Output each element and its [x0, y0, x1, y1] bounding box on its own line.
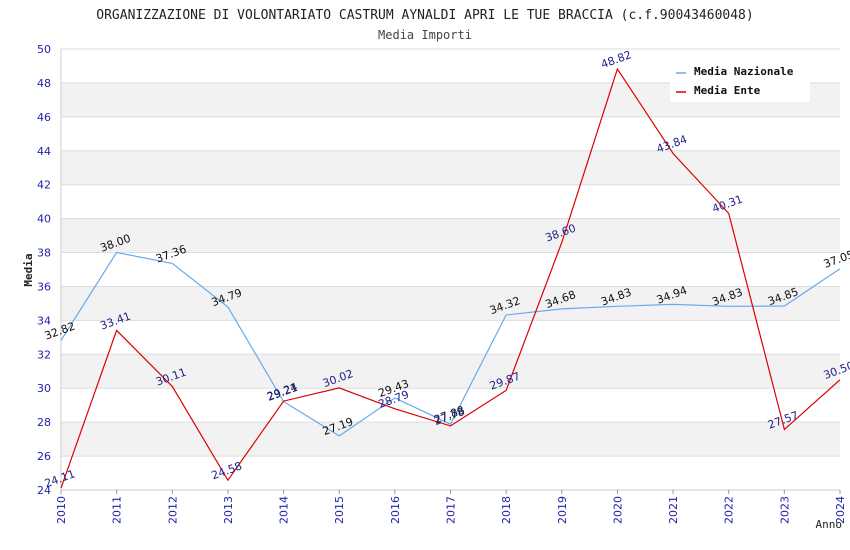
grid-bands [61, 82, 840, 457]
series-line-media-nazionale [60, 251, 841, 437]
x-tick-label: 2015 [333, 496, 346, 524]
series-lines [60, 67, 841, 489]
legend: Media Nazionale Media Ente [670, 60, 810, 102]
grid-band [61, 150, 840, 185]
y-tick-label: 38 [37, 247, 51, 260]
x-tick-label: 2013 [222, 496, 235, 524]
y-tick-label: 26 [37, 450, 51, 463]
y-tick-label: 28 [37, 416, 51, 429]
grid-band [61, 422, 840, 457]
y-axis-ticks: 24 26 28 30 32 34 36 38 40 42 44 46 48 50 [37, 43, 51, 497]
y-tick-label: 46 [37, 111, 51, 124]
grid-band [61, 218, 840, 253]
y-tick-label: 42 [37, 179, 51, 192]
y-tick-label: 40 [37, 213, 51, 226]
y-tick-label: 50 [37, 43, 51, 56]
x-tick-label: 2020 [611, 496, 624, 524]
x-tick-label: 2021 [667, 496, 680, 524]
data-label: 48.82 [599, 48, 633, 71]
x-tick-label: 2012 [166, 496, 179, 524]
y-tick-label: 30 [37, 382, 51, 395]
chart-title: ORGANIZZAZIONE DI VOLONTARIATO CASTRUM A… [96, 8, 753, 23]
y-axis-label: Media [22, 253, 35, 286]
x-tick-label: 2022 [723, 496, 736, 524]
y-tick-label: 24 [37, 484, 51, 497]
x-axis-ticks: 2010 2011 2012 2013 2014 2015 2016 2017 2018 2019… [55, 490, 847, 524]
y-tick-label: 36 [37, 280, 51, 293]
y-tick-label: 48 [37, 77, 51, 90]
y-tick-label: 44 [37, 145, 51, 158]
x-axis-label: Anno [816, 518, 843, 531]
x-tick-label: 2011 [111, 496, 124, 524]
x-tick-label: 2018 [500, 496, 513, 524]
x-tick-label: 2016 [389, 496, 402, 524]
grid-band [61, 354, 840, 389]
grid-band [61, 286, 840, 321]
y-tick-label: 34 [37, 314, 51, 327]
x-tick-label: 2010 [55, 496, 68, 524]
legend-label-ente: Media Ente [694, 84, 761, 97]
y-tick-label: 32 [37, 348, 51, 361]
data-label: 24.11 [43, 467, 77, 490]
x-tick-label: 2019 [556, 496, 569, 524]
series-line-media-ente [60, 67, 841, 489]
x-tick-label: 2023 [778, 496, 791, 524]
legend-box [670, 60, 810, 102]
chart-subtitle: Media Importi [378, 28, 472, 42]
x-tick-label: 2014 [278, 496, 291, 524]
x-tick-label: 2024 [834, 496, 847, 524]
legend-label-nazionale: Media Nazionale [694, 65, 794, 78]
x-tick-label: 2017 [445, 496, 458, 524]
